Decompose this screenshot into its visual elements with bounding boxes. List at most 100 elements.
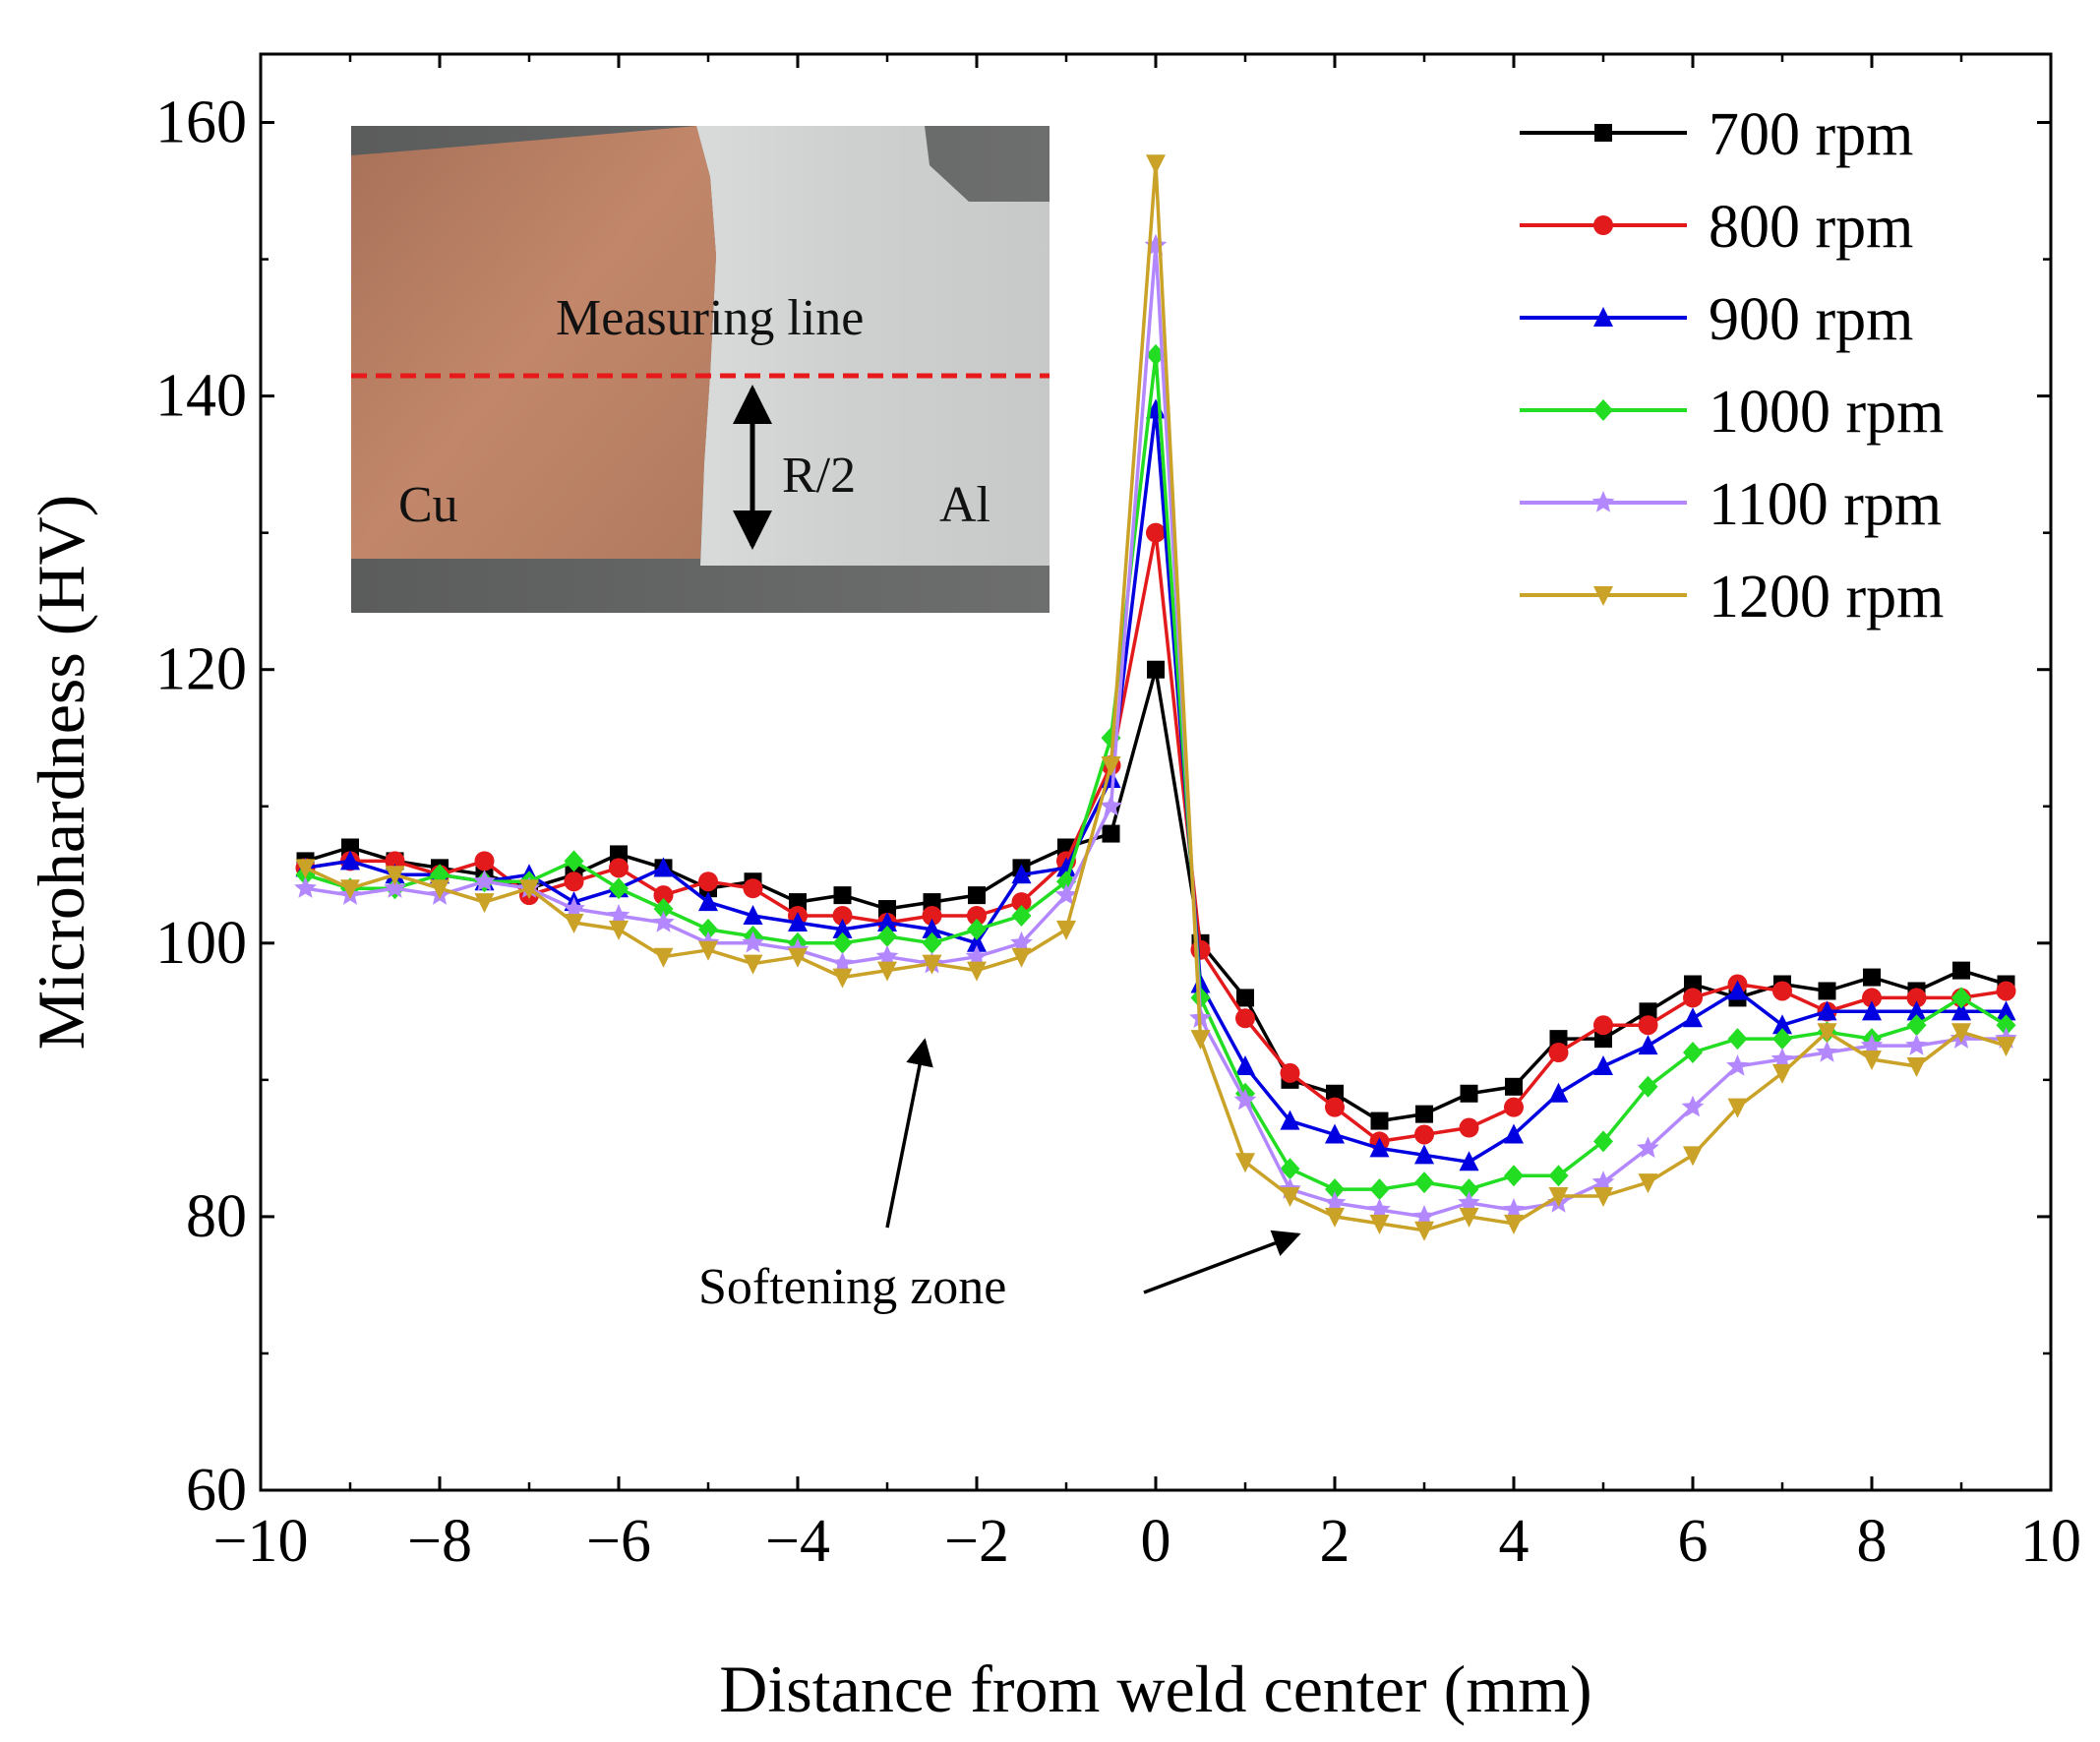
data-point (607, 904, 630, 926)
data-point (1906, 1014, 1927, 1037)
data-point (1996, 1000, 2016, 1021)
data-point (1638, 1035, 1658, 1055)
data-point (1325, 1178, 1345, 1201)
data-point (1190, 939, 1211, 960)
data-point (474, 851, 495, 871)
data-point (609, 877, 629, 900)
y-tick-label: 80 (186, 1183, 247, 1250)
data-point (788, 947, 808, 968)
legend-marker (1593, 215, 1613, 235)
data-point (1726, 1054, 1749, 1076)
data-point (564, 871, 584, 892)
legend-label: 800 rpm (1709, 194, 1913, 261)
y-tick-label: 120 (155, 636, 247, 703)
data-point (743, 954, 763, 975)
x-tick-label: −2 (944, 1508, 1009, 1575)
y-tick-label: 160 (155, 90, 247, 156)
data-point (832, 931, 853, 954)
legend-marker (1593, 586, 1613, 606)
data-point (967, 931, 987, 952)
legend-label: 1000 rpm (1709, 379, 1944, 446)
data-point (1504, 1123, 1524, 1144)
data-point (519, 879, 539, 900)
legend-item: 700 rpm (1520, 101, 1913, 168)
data-point (609, 920, 629, 940)
data-point (1280, 1187, 1300, 1208)
x-tick-label: −8 (407, 1508, 472, 1575)
data-point (875, 944, 899, 967)
data-point (1548, 1165, 1569, 1187)
al-label: Al (939, 477, 990, 533)
data-point (1010, 931, 1033, 953)
data-point (1280, 1158, 1300, 1180)
y-tick-label: 100 (155, 910, 247, 977)
data-point (788, 911, 808, 931)
data-point (1412, 1204, 1436, 1227)
data-point (1727, 1028, 1748, 1051)
annotation-arrow-right (1143, 1230, 1301, 1294)
data-point (967, 906, 987, 926)
data-point (922, 931, 942, 954)
data-point (878, 900, 896, 919)
data-point (1862, 1051, 1882, 1070)
data-point (1638, 1015, 1658, 1036)
data-point (1683, 1007, 1703, 1028)
data-point (1906, 1000, 1927, 1021)
data-point (922, 954, 942, 975)
data-point (1504, 1214, 1524, 1234)
data-point (610, 845, 628, 864)
legend-marker (1593, 399, 1613, 421)
data-point (340, 879, 360, 900)
data-point (1102, 824, 1120, 843)
data-point (1369, 1178, 1390, 1201)
data-point (1280, 1110, 1300, 1130)
data-point (1772, 1063, 1792, 1084)
data-point (1459, 1117, 1479, 1138)
annotation-arrow-left (885, 1038, 933, 1229)
legend-marker (1591, 491, 1615, 512)
data-point (1459, 1178, 1479, 1201)
x-tick-label: 6 (1678, 1508, 1709, 1575)
data-point (1325, 1207, 1345, 1228)
data-point (564, 913, 584, 933)
data-point (1772, 1014, 1792, 1035)
data-point (1549, 1030, 1568, 1049)
data-point (698, 871, 718, 892)
data-point (923, 893, 941, 912)
data-point (1906, 988, 1927, 1008)
data-point (1414, 1144, 1434, 1165)
data-point (1684, 975, 1702, 993)
data-point (1548, 1187, 1569, 1208)
data-point (1593, 1187, 1613, 1208)
data-point (1951, 987, 1971, 1009)
data-point (743, 878, 763, 899)
data-point (564, 850, 584, 872)
depth-label: R/2 (782, 448, 856, 504)
data-point (965, 944, 989, 967)
legend-label: 900 rpm (1709, 286, 1913, 353)
data-point (1951, 1000, 1971, 1021)
data-point (1772, 981, 1792, 1001)
x-tick-label: 8 (1857, 1508, 1888, 1575)
data-point (1415, 1105, 1433, 1123)
legend: 700 rpm 800 rpm 900 rpm 1000 rpm 1100 rpm 120… (1520, 101, 1944, 631)
data-point (1905, 1034, 1928, 1055)
data-point (1952, 961, 1970, 980)
data-point (1683, 988, 1703, 1008)
data-point (1325, 1097, 1345, 1117)
cu-label: Cu (398, 477, 458, 533)
x-tick-label: −6 (586, 1508, 651, 1575)
data-point (1816, 1041, 1838, 1062)
data-point (1817, 1000, 1837, 1021)
measuring-line-label: Measuring line (556, 290, 864, 346)
data-point (1459, 1207, 1479, 1228)
data-point (1323, 1191, 1347, 1213)
data-point (1100, 794, 1122, 816)
data-point (1862, 988, 1882, 1008)
data-point (1235, 1153, 1255, 1173)
data-point (1369, 1214, 1390, 1234)
data-point (1146, 154, 1166, 175)
data-point (922, 906, 942, 926)
data-point (1056, 857, 1076, 877)
